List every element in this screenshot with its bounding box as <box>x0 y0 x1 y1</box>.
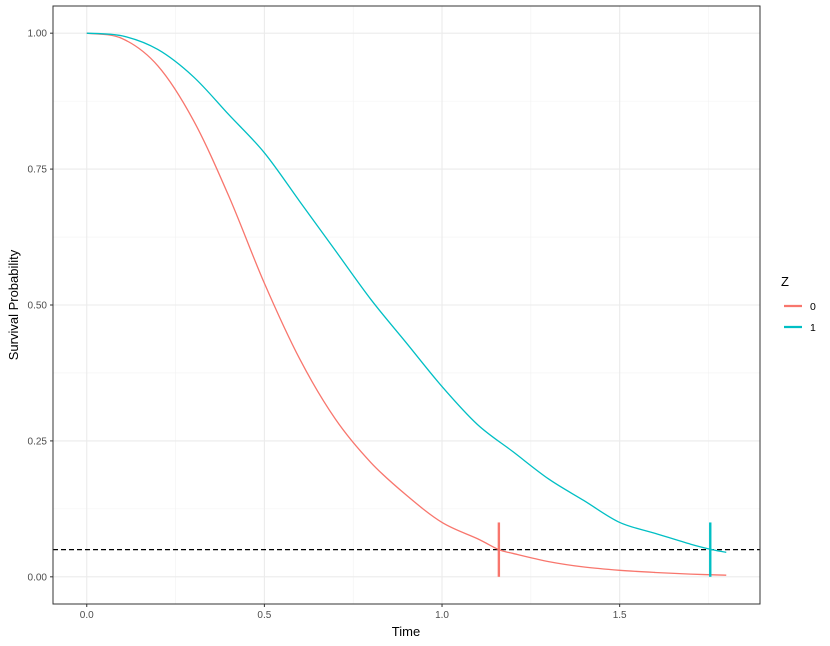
series-0-line <box>86 32 727 576</box>
legend-title: Z <box>781 274 789 289</box>
series-1-line <box>86 32 727 553</box>
legend-label-0: 0 <box>810 301 816 313</box>
y-tick-label: 0.50 <box>28 301 48 312</box>
series-layer <box>86 32 727 576</box>
x-axis-title: Time <box>392 624 420 639</box>
x-tick-label: 0.0 <box>80 610 94 621</box>
y-tick-label: 0.25 <box>28 436 48 447</box>
major-gridlines <box>53 6 760 604</box>
marker-layer <box>497 522 712 577</box>
y-axis-title: Survival Probability <box>6 249 21 360</box>
x-tick-label: 1.0 <box>435 610 449 621</box>
legend-label-1: 1 <box>810 322 816 334</box>
x-axis: 0.0 0.5 1.0 1.5 <box>80 604 627 621</box>
x-tick-label: 0.5 <box>257 610 271 621</box>
x-tick-label: 1.5 <box>613 610 627 621</box>
y-axis: 0.00 0.25 0.50 0.75 1.00 <box>28 29 53 583</box>
y-tick-label: 0.00 <box>28 572 48 583</box>
y-tick-label: 1.00 <box>28 29 48 40</box>
legend: Z 0 1 <box>781 274 816 334</box>
y-tick-label: 0.75 <box>28 165 48 176</box>
